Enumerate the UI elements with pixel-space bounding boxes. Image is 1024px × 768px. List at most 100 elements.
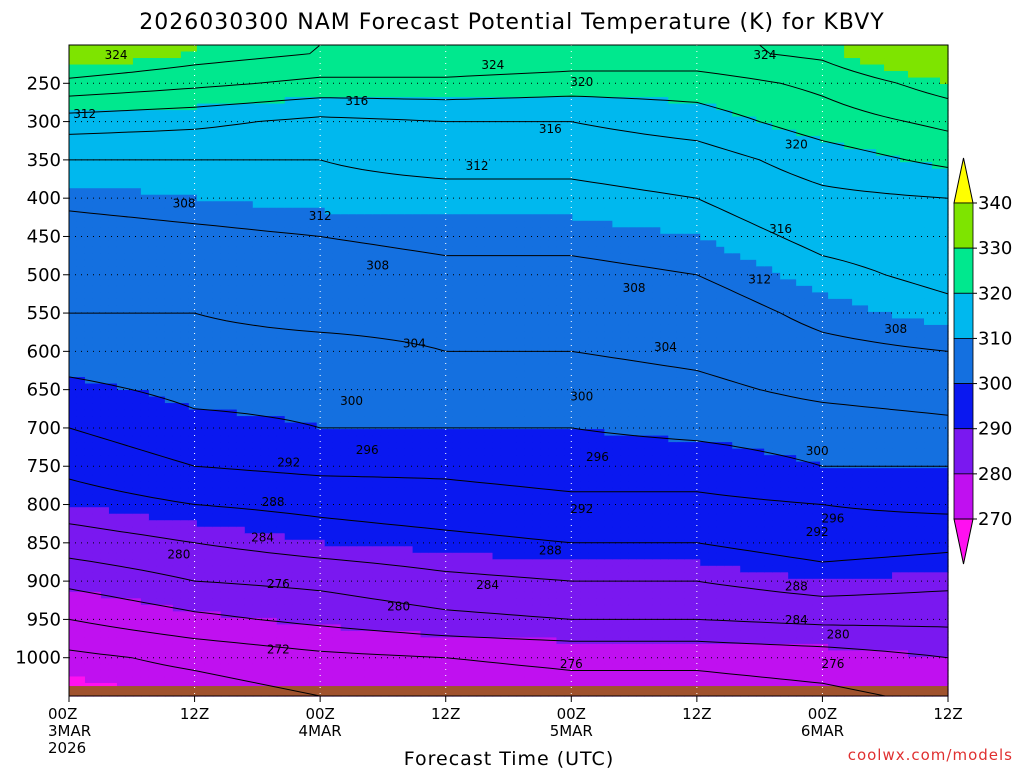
contour-fill-cell <box>204 103 214 111</box>
contour-fill-cell <box>340 292 350 300</box>
contour-fill-cell <box>444 207 454 215</box>
contour-fill-cell <box>156 142 166 150</box>
contour-fill-cell <box>76 311 86 320</box>
contour-fill-cell <box>116 500 126 508</box>
contour-fill-cell <box>100 513 110 521</box>
contour-fill-cell <box>180 539 190 547</box>
contour-fill-cell <box>348 168 358 176</box>
contour-fill-cell <box>460 311 470 320</box>
contour-fill-cell <box>164 591 174 599</box>
contour-fill-cell <box>100 305 110 313</box>
contour-fill-cell <box>244 650 254 658</box>
contour-fill-cell <box>100 318 110 326</box>
contour-fill-cell <box>436 370 446 378</box>
contour-fill-cell <box>300 45 310 53</box>
contour-fill-cell <box>412 520 422 528</box>
contour-fill-cell <box>436 422 446 430</box>
contour-fill-cell <box>444 266 454 274</box>
contour-fill-cell <box>180 494 190 502</box>
contour-fill-cell <box>124 110 134 118</box>
contour-fill-cell <box>388 116 398 124</box>
contour-fill-cell <box>84 422 94 430</box>
contour-fill-cell <box>212 611 222 619</box>
contour-fill-cell <box>132 474 142 482</box>
contour-fill-cell <box>220 129 230 137</box>
contour-fill-cell <box>140 539 150 547</box>
contour-fill-cell <box>300 155 310 163</box>
contour-fill-cell <box>148 344 158 352</box>
contour-fill-cell <box>92 676 102 684</box>
contour-fill-cell <box>276 637 286 645</box>
contour-fill-cell <box>300 572 310 580</box>
contour-fill-cell <box>228 331 238 339</box>
contour-fill-cell <box>268 435 278 443</box>
contour-fill-cell <box>132 390 142 398</box>
contour-fill-cell <box>252 442 262 450</box>
contour-fill-cell <box>252 51 262 59</box>
contour-fill-cell <box>228 123 238 131</box>
contour-fill-cell <box>100 201 110 209</box>
contour-fill-cell <box>148 64 158 72</box>
contour-fill-cell <box>356 526 366 534</box>
contour-fill-cell <box>292 272 302 280</box>
contour-fill-cell <box>284 58 294 66</box>
contour-fill-cell <box>180 292 190 300</box>
contour-fill-cell <box>100 409 110 417</box>
contour-fill-cell <box>404 448 414 456</box>
contour-fill-cell <box>92 201 102 209</box>
contour-fill-cell <box>132 429 142 437</box>
contour-fill-cell <box>412 611 422 619</box>
contour-fill-cell <box>140 194 150 202</box>
contour-fill-cell <box>460 149 470 157</box>
contour-fill-cell <box>404 103 414 111</box>
contour-fill-cell <box>108 214 118 222</box>
contour-fill-cell <box>164 188 174 196</box>
contour-fill-cell <box>388 435 398 443</box>
contour-fill-cell <box>164 149 174 157</box>
contour-fill-cell <box>420 416 430 424</box>
contour-fill-cell <box>332 507 342 515</box>
contour-fill-cell <box>172 507 182 515</box>
contour-fill-cell <box>116 377 126 385</box>
contour-fill-cell <box>92 123 102 131</box>
contour-fill-cell <box>236 494 246 502</box>
contour-fill-cell <box>228 539 238 547</box>
contour-fill-cell <box>92 142 102 150</box>
contour-fill-cell <box>252 344 262 352</box>
contour-fill-cell <box>196 188 206 196</box>
contour-fill-cell <box>156 214 166 222</box>
contour-fill-cell <box>124 305 134 313</box>
contour-fill-cell <box>84 656 94 665</box>
contour-fill-cell <box>444 45 454 53</box>
contour-fill-cell <box>188 246 198 254</box>
contour-fill-cell <box>132 598 142 606</box>
contour-fill-cell <box>300 233 310 241</box>
contour-fill-cell <box>69 442 78 450</box>
contour-fill-cell <box>412 194 422 202</box>
contour-fill-cell <box>252 429 262 437</box>
contour-fill-cell <box>204 266 214 274</box>
contour-fill-cell <box>260 363 270 372</box>
contour-fill-cell <box>460 97 470 105</box>
contour-fill-cell <box>452 298 462 306</box>
contour-fill-cell <box>260 136 270 144</box>
contour-fill-cell <box>380 565 390 573</box>
contour-fill-cell <box>108 455 118 463</box>
contour-fill-cell <box>292 188 302 196</box>
contour-fill-cell <box>260 305 270 313</box>
contour-fill-cell <box>268 552 278 560</box>
contour-fill-cell <box>404 168 414 176</box>
contour-fill-cell <box>292 220 302 228</box>
contour-fill-cell <box>132 103 142 111</box>
contour-fill-cell <box>124 396 134 404</box>
contour-fill-cell <box>460 565 470 573</box>
contour-fill-cell <box>204 201 214 209</box>
contour-fill-cell <box>84 97 94 105</box>
contour-fill-cell <box>236 123 246 131</box>
contour-fill-cell <box>420 305 430 313</box>
contour-fill-cell <box>268 546 278 554</box>
contour-fill-cell <box>420 435 430 443</box>
contour-fill-cell <box>124 214 134 222</box>
contour-fill-cell <box>164 272 174 280</box>
contour-fill-cell <box>436 214 446 222</box>
